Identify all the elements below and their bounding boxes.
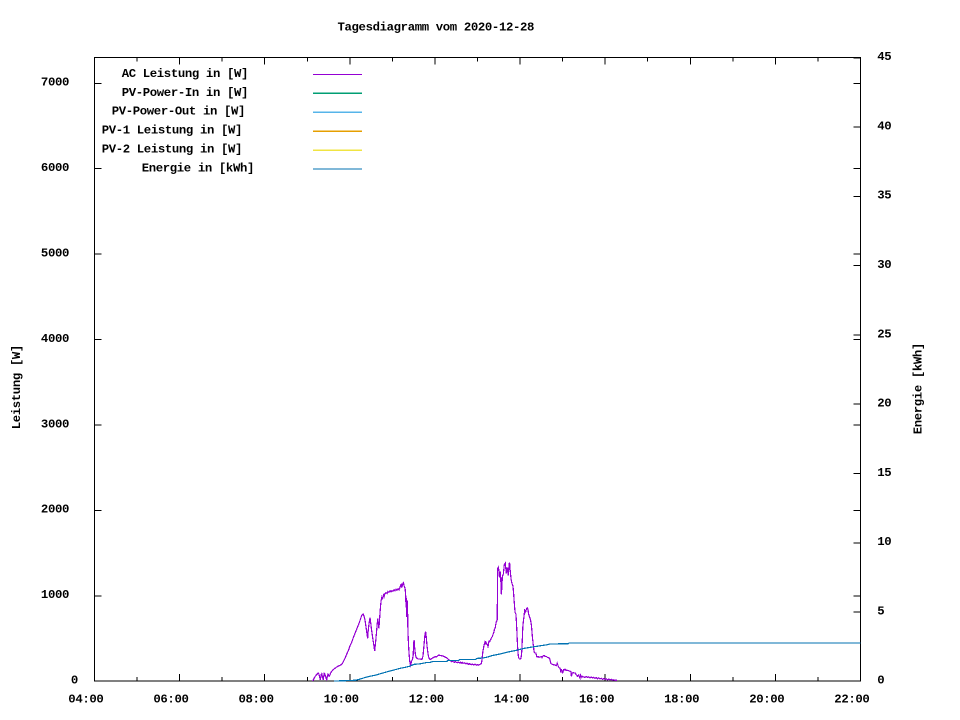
svg-text:AC Leistung in [W]: AC Leistung in [W]	[122, 67, 248, 81]
svg-text:PV-2 Leistung in [W]: PV-2 Leistung in [W]	[102, 143, 242, 157]
svg-text:12:00: 12:00	[409, 693, 444, 707]
svg-text:3000: 3000	[41, 417, 69, 431]
svg-text:2000: 2000	[41, 503, 69, 517]
svg-text:1000: 1000	[41, 588, 69, 602]
svg-text:18:00: 18:00	[664, 693, 699, 707]
svg-text:5: 5	[877, 604, 884, 618]
svg-text:15: 15	[877, 466, 891, 480]
svg-text:Tagesdiagramm vom 2020-12-28: Tagesdiagramm vom 2020-12-28	[338, 20, 535, 34]
svg-text:08:00: 08:00	[239, 693, 274, 707]
svg-text:PV-Power-Out in [W]: PV-Power-Out in [W]	[112, 105, 245, 119]
svg-text:Energie [kWh]: Energie [kWh]	[912, 343, 926, 434]
svg-text:35: 35	[877, 189, 891, 203]
svg-text:Leistung [W]: Leistung [W]	[10, 345, 24, 429]
svg-text:20:00: 20:00	[749, 693, 784, 707]
svg-text:25: 25	[877, 327, 891, 341]
svg-text:5000: 5000	[41, 246, 69, 260]
svg-text:7000: 7000	[41, 76, 69, 90]
svg-text:4000: 4000	[41, 332, 69, 346]
svg-text:PV-Power-In in [W]: PV-Power-In in [W]	[122, 86, 248, 100]
svg-text:20: 20	[877, 397, 891, 411]
svg-text:45: 45	[877, 50, 891, 64]
svg-text:0: 0	[71, 674, 78, 688]
svg-text:10:00: 10:00	[324, 693, 359, 707]
svg-text:Energie in [kWh]: Energie in [kWh]	[142, 161, 254, 175]
svg-text:40: 40	[877, 120, 891, 134]
svg-text:0: 0	[877, 674, 884, 688]
svg-text:16:00: 16:00	[579, 693, 614, 707]
svg-text:6000: 6000	[41, 161, 69, 175]
svg-text:10: 10	[877, 535, 891, 549]
svg-text:30: 30	[877, 258, 891, 272]
svg-text:06:00: 06:00	[153, 693, 188, 707]
svg-text:14:00: 14:00	[494, 693, 529, 707]
svg-text:PV-1 Leistung in [W]: PV-1 Leistung in [W]	[102, 124, 242, 138]
svg-text:22:00: 22:00	[834, 693, 869, 707]
svg-text:04:00: 04:00	[68, 693, 103, 707]
